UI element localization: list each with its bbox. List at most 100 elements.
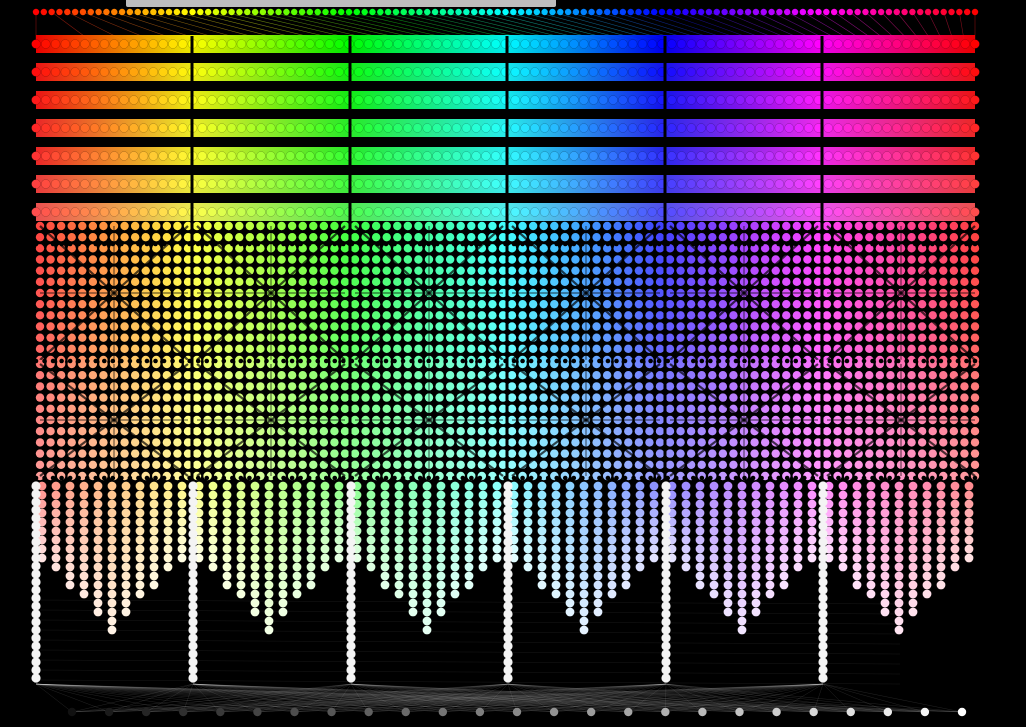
hue-node	[392, 8, 400, 16]
hue-band-nodes	[31, 179, 980, 189]
hue-node	[330, 8, 337, 16]
hue-node	[377, 8, 384, 16]
hue-node	[956, 8, 963, 16]
lattice-cell	[822, 359, 980, 481]
gray-node	[179, 707, 188, 717]
gray-node	[104, 707, 114, 717]
hue-node	[901, 8, 908, 16]
hue-node	[784, 8, 791, 16]
hue-node	[400, 8, 407, 16]
hue-node	[924, 8, 932, 16]
hue-node	[830, 8, 838, 16]
hue-node	[244, 8, 251, 16]
gray-node	[364, 707, 373, 717]
hue-node	[64, 8, 71, 16]
lattice-cell	[350, 221, 508, 365]
gray-node	[67, 707, 77, 717]
hue-node	[353, 8, 361, 16]
hue-node	[838, 8, 846, 16]
hue-node	[682, 8, 689, 16]
hue-node	[588, 8, 595, 16]
hue-node	[948, 8, 955, 16]
hue-node	[776, 8, 783, 16]
top-hue-row	[32, 8, 979, 16]
gray-node	[661, 707, 670, 717]
hue-node	[165, 8, 173, 16]
hue-node	[611, 8, 619, 16]
hue-node	[517, 8, 525, 16]
lattice-cell	[35, 359, 193, 481]
hue-node	[713, 8, 720, 16]
hue-node	[502, 8, 509, 16]
hue-node	[40, 8, 48, 16]
hue-node	[846, 8, 853, 16]
hue-node	[463, 8, 470, 16]
lattice-cell	[350, 359, 508, 481]
hue-node	[674, 8, 681, 16]
hue-node	[197, 8, 204, 16]
hue-node	[729, 8, 736, 16]
lattice-cell	[192, 359, 350, 481]
hue-node	[103, 8, 110, 16]
hue-node	[431, 8, 439, 16]
hue-node	[142, 8, 149, 16]
hue-node	[345, 8, 353, 16]
hue-node	[877, 8, 885, 16]
hue-node	[940, 8, 947, 16]
separator-rows	[33, 241, 978, 481]
hue-node	[32, 8, 40, 16]
hue-node	[557, 8, 564, 16]
hue-node	[596, 8, 603, 16]
hue-node	[635, 8, 642, 16]
hue-band-nodes	[31, 151, 980, 161]
hue-node	[971, 8, 979, 16]
hue-node	[79, 8, 87, 16]
hue-node	[690, 8, 697, 16]
hue-node	[697, 8, 705, 16]
lattice-blocks	[35, 221, 980, 481]
hue-band-nodes	[31, 95, 980, 105]
hue-node	[486, 8, 494, 16]
hue-node	[705, 8, 713, 16]
hue-node	[275, 8, 282, 16]
hue-node	[455, 8, 462, 16]
lattice-cell	[507, 359, 665, 481]
hue-node	[212, 8, 220, 16]
hue-node	[181, 8, 188, 16]
gray-node	[883, 707, 893, 717]
hue-node	[533, 8, 540, 16]
gray-node	[809, 707, 818, 717]
hue-node	[815, 8, 822, 16]
edge-fan-bottom	[35, 599, 963, 713]
horizontal-scroll-thumb[interactable]	[126, 0, 556, 7]
hue-node	[744, 8, 752, 16]
hue-node	[510, 8, 517, 16]
hue-node	[862, 8, 869, 16]
hue-node	[158, 8, 165, 16]
lattice-cell	[35, 221, 193, 365]
hue-node	[870, 8, 877, 16]
gray-node	[772, 707, 781, 717]
hue-node	[228, 8, 235, 16]
lattice-cell	[192, 221, 350, 365]
hue-node	[87, 8, 94, 16]
hue-node	[283, 8, 290, 16]
hue-node	[658, 8, 666, 16]
hue-node	[721, 8, 728, 16]
hue-node	[909, 8, 916, 16]
hue-node	[220, 8, 227, 16]
hue-node	[627, 8, 634, 16]
hue-node	[361, 8, 368, 16]
gray-node	[253, 707, 262, 717]
gray-node	[698, 707, 707, 717]
hue-band-nodes	[31, 67, 980, 77]
hue-node	[525, 8, 533, 16]
hue-node	[893, 8, 900, 16]
gray-node	[475, 707, 485, 717]
gray-node	[920, 707, 930, 717]
hue-node	[337, 8, 345, 16]
hue-node	[541, 8, 548, 16]
hue-node	[322, 8, 329, 16]
hue-node	[564, 8, 572, 16]
